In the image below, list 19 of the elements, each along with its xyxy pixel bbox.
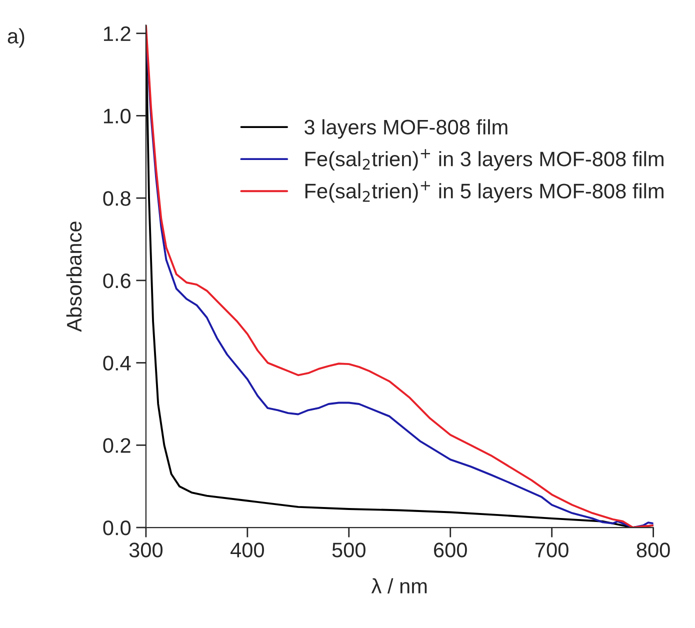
legend-label: Fe(sal$_{2}$trien)$^{+}$ in 5 layers MOF-808 film (305, 181, 664, 203)
x-tick-label: 800 (636, 542, 670, 558)
y-tick-label: 0.8 (103, 191, 130, 206)
y-tick-label: 1.0 (104, 108, 131, 124)
x-tick-label: 700 (536, 542, 568, 558)
x-tick-label: 300 (129, 542, 163, 558)
y-tick-label: 1.2 (104, 26, 130, 41)
y-tick-label: 0.4 (103, 356, 131, 371)
y-tick-label: 0.6 (103, 273, 130, 288)
legend-label: 3 layers MOF-808 film (304, 119, 508, 139)
x-axis-title: λ / nm (371, 578, 427, 594)
x-tick-label: 500 (332, 542, 366, 558)
y-axis-title: Absorbance (66, 222, 82, 332)
text: a) (8, 28, 24, 48)
y-tick-label: 0.0 (103, 520, 131, 536)
legend-label: Fe(sal$_{2}$trien)$^{+}$ in 3 layers MOF-808 film (305, 149, 664, 171)
x-tick-label: 600 (434, 542, 467, 558)
y-tick-label: 0.2 (103, 438, 130, 453)
x-tick-label: 400 (230, 542, 264, 558)
